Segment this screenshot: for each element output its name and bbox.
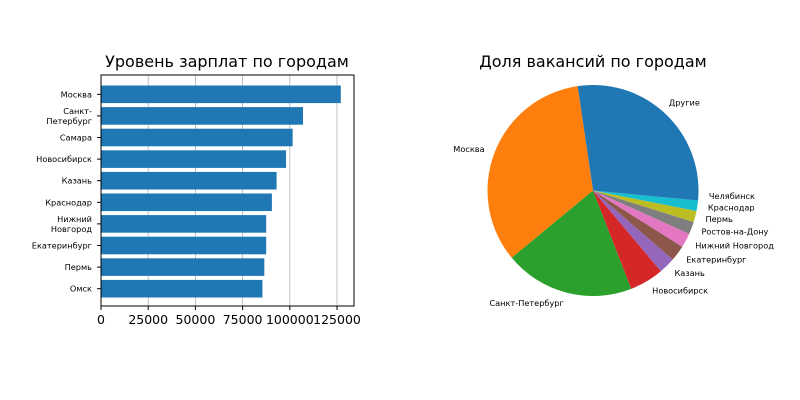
bar bbox=[101, 279, 263, 298]
y-tick-label: Новосибирск bbox=[36, 154, 92, 164]
bar bbox=[101, 150, 287, 168]
x-tick-label: 125000 bbox=[313, 312, 361, 327]
pie-slice bbox=[487, 86, 593, 258]
pie-slice-label: Краснодар bbox=[708, 202, 755, 212]
bar bbox=[101, 236, 267, 255]
pie-slice bbox=[593, 190, 690, 247]
pie-slice bbox=[593, 190, 661, 289]
pie-slice bbox=[593, 190, 683, 260]
y-tick-label: Самара bbox=[60, 133, 92, 143]
y-tick-label: Санкт-Петербург bbox=[46, 106, 92, 126]
x-tick-label: 25000 bbox=[128, 312, 168, 327]
bar bbox=[101, 171, 277, 190]
bar bbox=[101, 128, 293, 147]
pie-slice-label: Москва bbox=[453, 144, 484, 154]
vacancy-pie-chart: Доля вакансий по городам Другие Москва Сан… bbox=[453, 52, 774, 308]
bar-plot-frame bbox=[100, 74, 355, 307]
x-tick-label: 75000 bbox=[223, 312, 263, 327]
bar bbox=[101, 85, 341, 104]
pie-chart-labels: Другие Москва Санкт-Петербург Новосибирск Ка… bbox=[453, 98, 774, 308]
y-tick-label: Москва bbox=[61, 89, 92, 99]
x-tick-label: 100000 bbox=[266, 312, 314, 327]
bar bbox=[101, 107, 304, 125]
pie-slice-label: Санкт-Петербург bbox=[489, 298, 563, 308]
y-tick-label: Екатеринбург bbox=[32, 241, 92, 251]
bar bbox=[101, 258, 265, 276]
y-tick-label: Казань bbox=[62, 176, 93, 186]
y-tick-label: Пермь bbox=[65, 262, 93, 272]
salary-bar-chart: Уровень зарплат по городам 0 25000 50000 75… bbox=[32, 52, 361, 327]
pie-slice bbox=[593, 190, 694, 234]
x-tick-label: 50000 bbox=[176, 312, 216, 327]
pie-slice bbox=[511, 190, 632, 297]
pie-chart-slices bbox=[487, 85, 699, 297]
pie-slice bbox=[593, 190, 673, 272]
pie-slice-label: Казань bbox=[674, 268, 705, 278]
pie-slice-label: Другие bbox=[669, 98, 700, 108]
pie-slice-label: Екатеринбург bbox=[686, 255, 746, 265]
pie-slice bbox=[593, 190, 697, 222]
bar-chart-title: Уровень зарплат по городам bbox=[105, 52, 349, 71]
pie-slice-label: Пермь bbox=[705, 214, 733, 224]
pie-slice bbox=[593, 190, 699, 201]
bar bbox=[101, 215, 267, 233]
bar-chart-y-ticks: Москва Санкт-Петербург Самара Новосибирск Ка… bbox=[32, 89, 101, 294]
y-tick-label: Краснодар bbox=[45, 197, 92, 207]
pie-slice bbox=[577, 85, 699, 191]
x-tick-label: 0 bbox=[97, 312, 105, 327]
pie-slice-label: Ростов-на-Дону bbox=[701, 227, 768, 237]
pie-slice bbox=[593, 190, 699, 212]
pie-slice-label: Новосибирск bbox=[652, 285, 708, 295]
pie-slice-label: Челябинск bbox=[709, 191, 755, 201]
y-tick-label: Нижний Новгород bbox=[51, 214, 93, 234]
y-tick-label: Омск bbox=[70, 284, 92, 294]
pie-slice-label: Нижний Новгород bbox=[695, 240, 774, 250]
bar-chart-x-ticks: 0 25000 50000 75000 100000 125000 bbox=[97, 306, 361, 327]
bar bbox=[101, 193, 272, 212]
pie-chart-title: Доля вакансий по городам bbox=[479, 52, 706, 71]
bar-chart-bars bbox=[101, 85, 341, 298]
